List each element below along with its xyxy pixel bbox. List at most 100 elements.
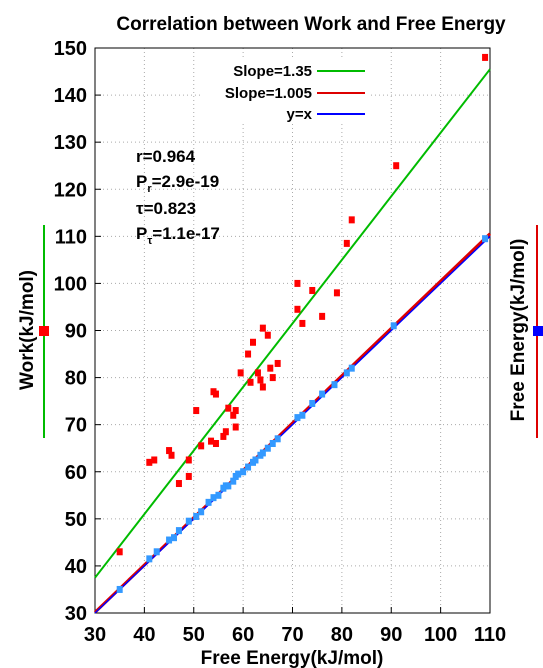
data-point [269,374,276,382]
y-tick-label: 50 [65,509,87,531]
data-point [252,456,259,464]
chart-title: Correlation between Work and Free Energy [116,14,506,35]
data-point [294,305,301,313]
data-point [343,369,350,377]
data-point [390,322,397,330]
data-point [185,517,192,525]
data-point [393,162,400,170]
data-point [166,536,173,544]
data-point [198,508,205,516]
data-point [274,435,281,443]
y-tick-label: 130 [54,132,87,154]
data-point [212,440,219,447]
data-point [299,319,306,327]
data-point [230,477,237,485]
data-point [331,381,338,389]
data-point [259,324,266,332]
data-point [230,411,237,419]
data-point [264,331,271,339]
x-tick-label: 60 [232,624,254,646]
x-axis-label: Free Energy(kJ/mol) [201,648,384,668]
x-tick-labels: 30 40 50 60 70 80 90 100 110 [84,624,506,646]
data-point [309,286,316,294]
data-point [319,390,326,398]
data-point [269,440,276,447]
data-point [237,369,244,377]
data-point [257,376,264,384]
x-tick-label: 90 [380,624,402,646]
data-point [267,364,274,372]
data-point [348,364,355,372]
fit-line [94,235,491,614]
data-point [348,216,355,224]
data-point [232,423,239,431]
data-point [166,447,173,455]
stat-ptau: Pτ=1.1e-17 [136,224,220,247]
y-tick-label: 120 [54,179,87,201]
stat-pr: Pr=2.9e-19 [136,172,219,195]
data-point [482,53,489,61]
left-legend-marker [39,326,49,336]
data-point [175,480,182,488]
data-point [205,498,212,506]
x-tick-label: 30 [84,624,106,646]
y-tick-label: 140 [54,85,87,107]
data-point [151,456,158,464]
data-point [116,585,123,593]
data-point [146,458,153,466]
data-point [232,407,239,415]
data-point [222,428,229,436]
data-point [208,437,215,445]
data-point [193,512,200,520]
y-axis-label: Work(kJ/mol) [17,270,38,390]
data-point [245,350,252,358]
data-point [250,338,256,346]
data-point [175,527,182,535]
y-tick-label: 60 [65,462,87,484]
data-point [294,414,301,422]
data-point [482,235,489,243]
legend-label-slope-1005: Slope=1.005 [225,85,312,102]
data-point [146,555,153,563]
data-point [245,463,252,471]
x-tick-label: 40 [133,624,155,646]
right-legend-marker [533,326,543,336]
data-point [185,472,192,480]
x-tick-label: 80 [331,624,353,646]
data-point [198,442,205,450]
y-tick-label: 80 [65,368,87,390]
x-tick-label: 100 [424,624,457,646]
plot-frame [94,47,491,614]
data-point [210,494,217,502]
data-point [319,312,326,320]
y2-axis-label: Free Energy(kJ/mol) [508,239,529,422]
y-tick-label: 150 [54,38,87,60]
legend-label-y-equals-x: y=x [287,106,313,123]
data-point [220,432,227,440]
fit-lines [93,68,492,614]
data-points [116,53,489,593]
data-point [185,456,192,464]
data-point [116,548,123,556]
y-tick-label: 30 [65,603,87,625]
data-point [333,289,340,297]
data-point [225,404,232,412]
data-point [240,468,247,476]
fit-line [94,68,491,579]
y-tick-label: 110 [55,226,87,248]
data-point [309,399,316,407]
data-point [343,239,350,247]
data-point [212,390,219,398]
y-tick-labels: 30 40 50 60 70 80 90 100 110 120 130 140 150 [54,38,87,625]
data-point [168,451,175,459]
data-point [247,378,254,386]
stat-r: r=0.964 [136,147,196,166]
data-point [294,279,301,287]
stat-tau: τ=0.823 [136,199,196,218]
y-tick-label: 90 [65,321,87,343]
y-tick-label: 40 [65,556,87,578]
data-point [264,444,271,452]
data-point [153,548,160,556]
x-tick-label: 50 [183,624,205,646]
